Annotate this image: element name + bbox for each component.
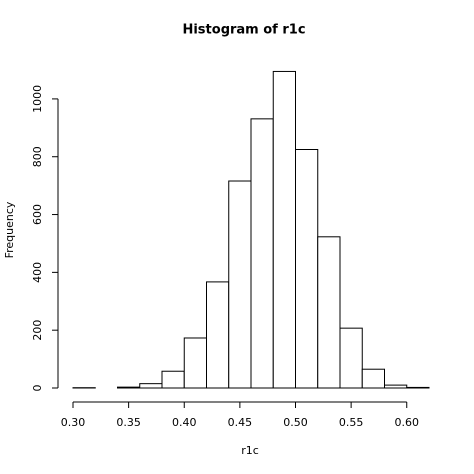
x-tick-label: 0.35 xyxy=(116,416,141,429)
chart-title: Histogram of r1c xyxy=(182,23,305,38)
y-tick-label: 400 xyxy=(31,262,44,283)
bar xyxy=(183,337,207,389)
bar xyxy=(139,383,163,389)
bar xyxy=(228,180,252,389)
y-tick-label: 600 xyxy=(31,204,44,225)
bar xyxy=(384,384,408,389)
x-tick-label: 0.60 xyxy=(395,416,420,429)
y-tick-label: 200 xyxy=(31,320,44,341)
bar xyxy=(250,118,274,389)
y-axis-label: Frequency xyxy=(3,201,16,258)
bar xyxy=(295,149,319,389)
bar xyxy=(206,281,230,389)
bar xyxy=(406,386,430,389)
x-tick-label: 0.50 xyxy=(283,416,308,429)
x-tick-label: 0.55 xyxy=(339,416,364,429)
bar xyxy=(339,327,363,389)
x-tick-label: 0.30 xyxy=(61,416,86,429)
y-tick-label: 800 xyxy=(31,146,44,167)
y-tick-label: 0 xyxy=(31,385,44,392)
x-tick-label: 0.45 xyxy=(228,416,253,429)
bar xyxy=(361,368,385,389)
bar xyxy=(161,370,185,389)
bar xyxy=(317,236,341,389)
x-tick-label: 0.40 xyxy=(172,416,197,429)
bar xyxy=(272,70,296,389)
x-axis-label: r1c xyxy=(241,444,259,457)
y-tick-label: 1000 xyxy=(31,85,44,113)
bar xyxy=(117,386,141,389)
